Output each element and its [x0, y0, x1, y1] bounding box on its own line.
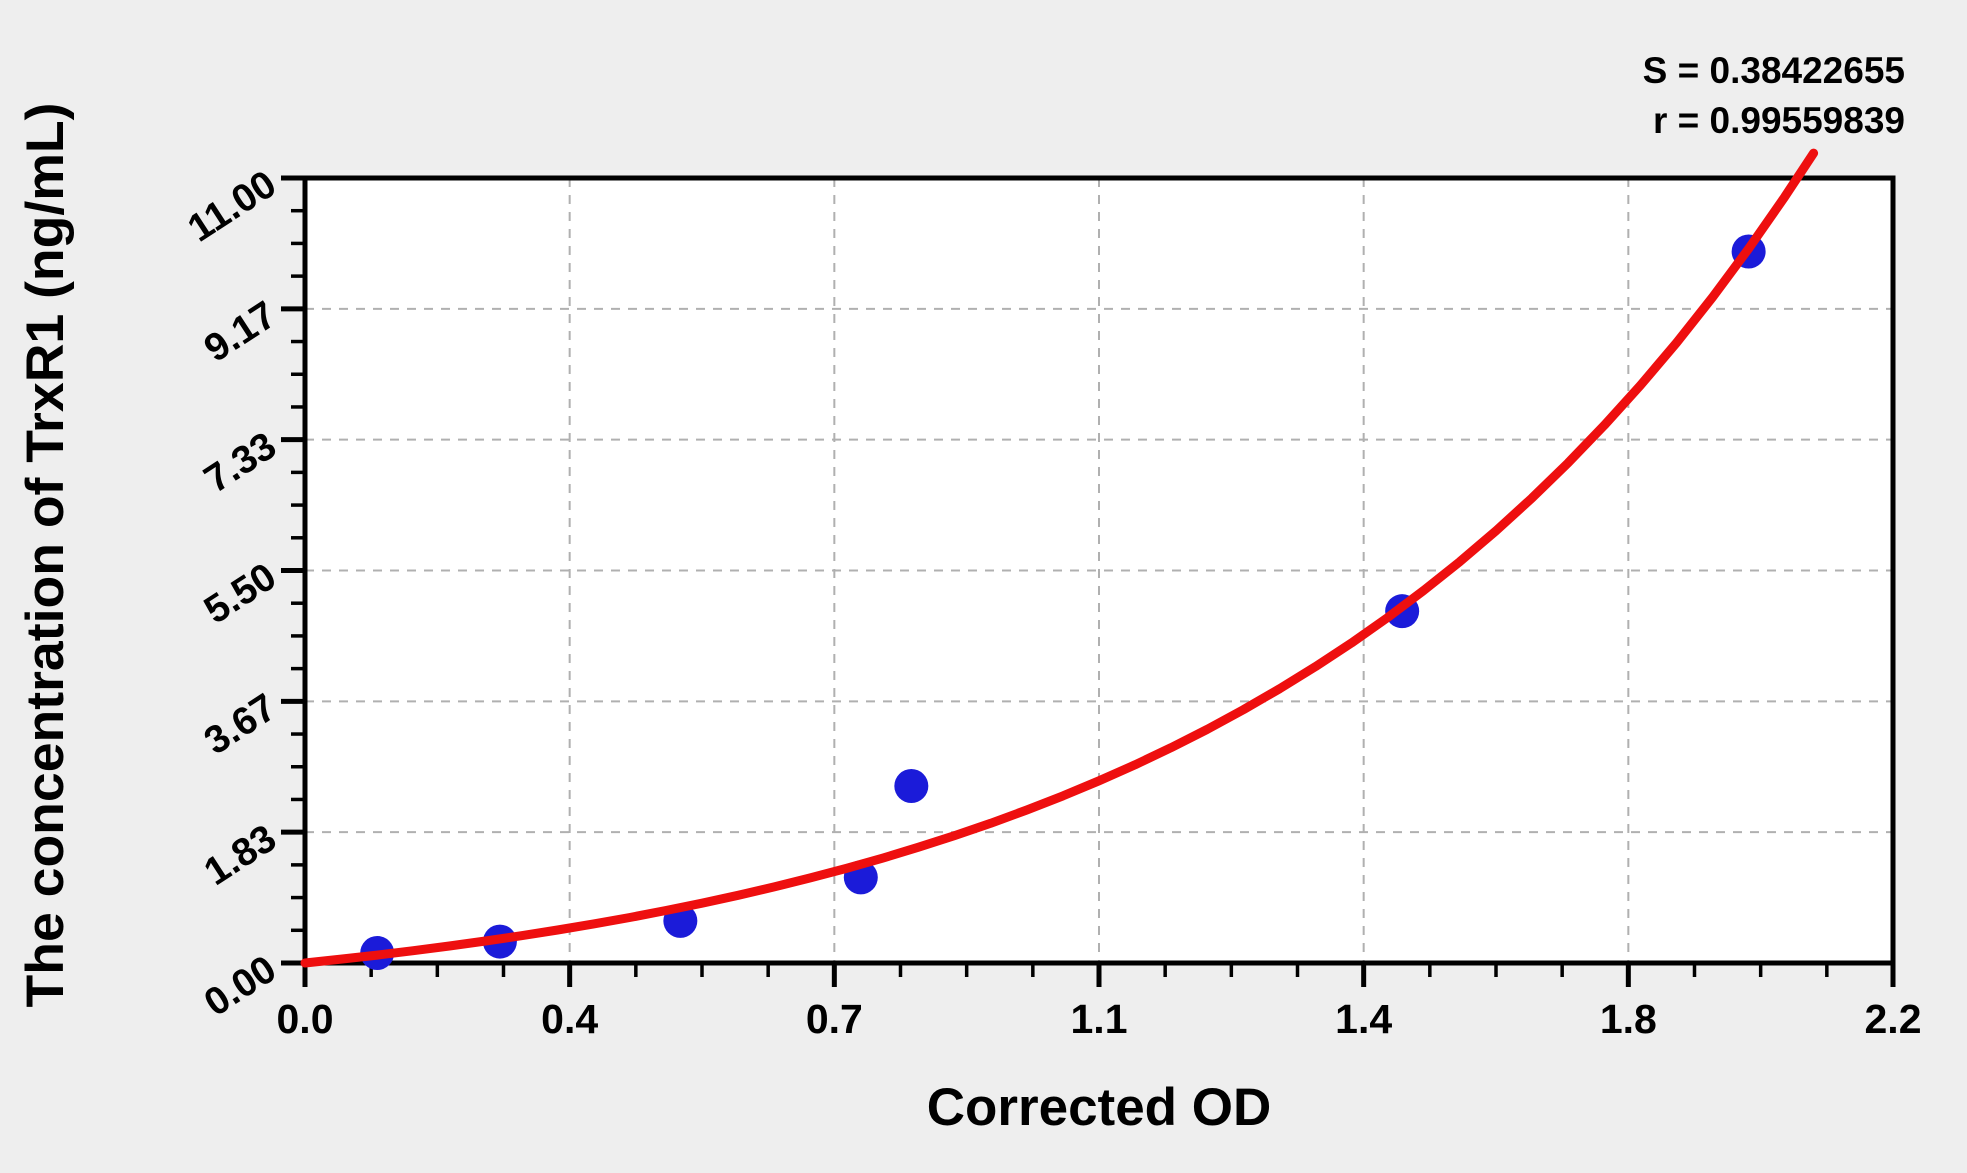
stat-r-value: r = 0.99559839	[1653, 100, 1905, 141]
y-tick-label: 7.33	[197, 424, 284, 501]
y-tick-label: 11.00	[180, 162, 283, 250]
stat-s-value: S = 0.38422655	[1643, 50, 1905, 91]
y-tick-labels: 0.00 1.83 3.67 5.50 7.33 9.17 11.00	[180, 162, 283, 1024]
x-tick-label: 0.4	[541, 996, 598, 1042]
x-tick-label: 0.7	[806, 996, 863, 1042]
y-tick-label: 9.17	[197, 293, 284, 370]
plot-frame	[302, 175, 1896, 966]
x-tick-label: 1.1	[1071, 996, 1128, 1042]
y-tick-label: 0.00	[197, 947, 284, 1024]
x-axis-title: Corrected OD	[927, 1078, 1272, 1137]
data-point	[894, 769, 929, 804]
x-tick-label: 1.8	[1600, 996, 1657, 1042]
y-axis-title: The concentration of TrxR1 (ng/mL)	[16, 103, 75, 1008]
x-tick-label: 1.4	[1335, 996, 1392, 1042]
x-tick-label: 0.0	[277, 996, 334, 1042]
x-tick-labels: 0.0 0.4 0.7 1.1 1.4 1.8 2.2	[277, 996, 1922, 1042]
y-tick-label: 3.67	[197, 686, 284, 763]
fit-curve-line	[300, 148, 1819, 968]
x-tick-label: 2.2	[1865, 996, 1922, 1042]
y-tick-label: 5.50	[197, 555, 284, 632]
y-tick-label: 1.83	[197, 817, 284, 894]
axis-ticks	[281, 175, 1896, 987]
